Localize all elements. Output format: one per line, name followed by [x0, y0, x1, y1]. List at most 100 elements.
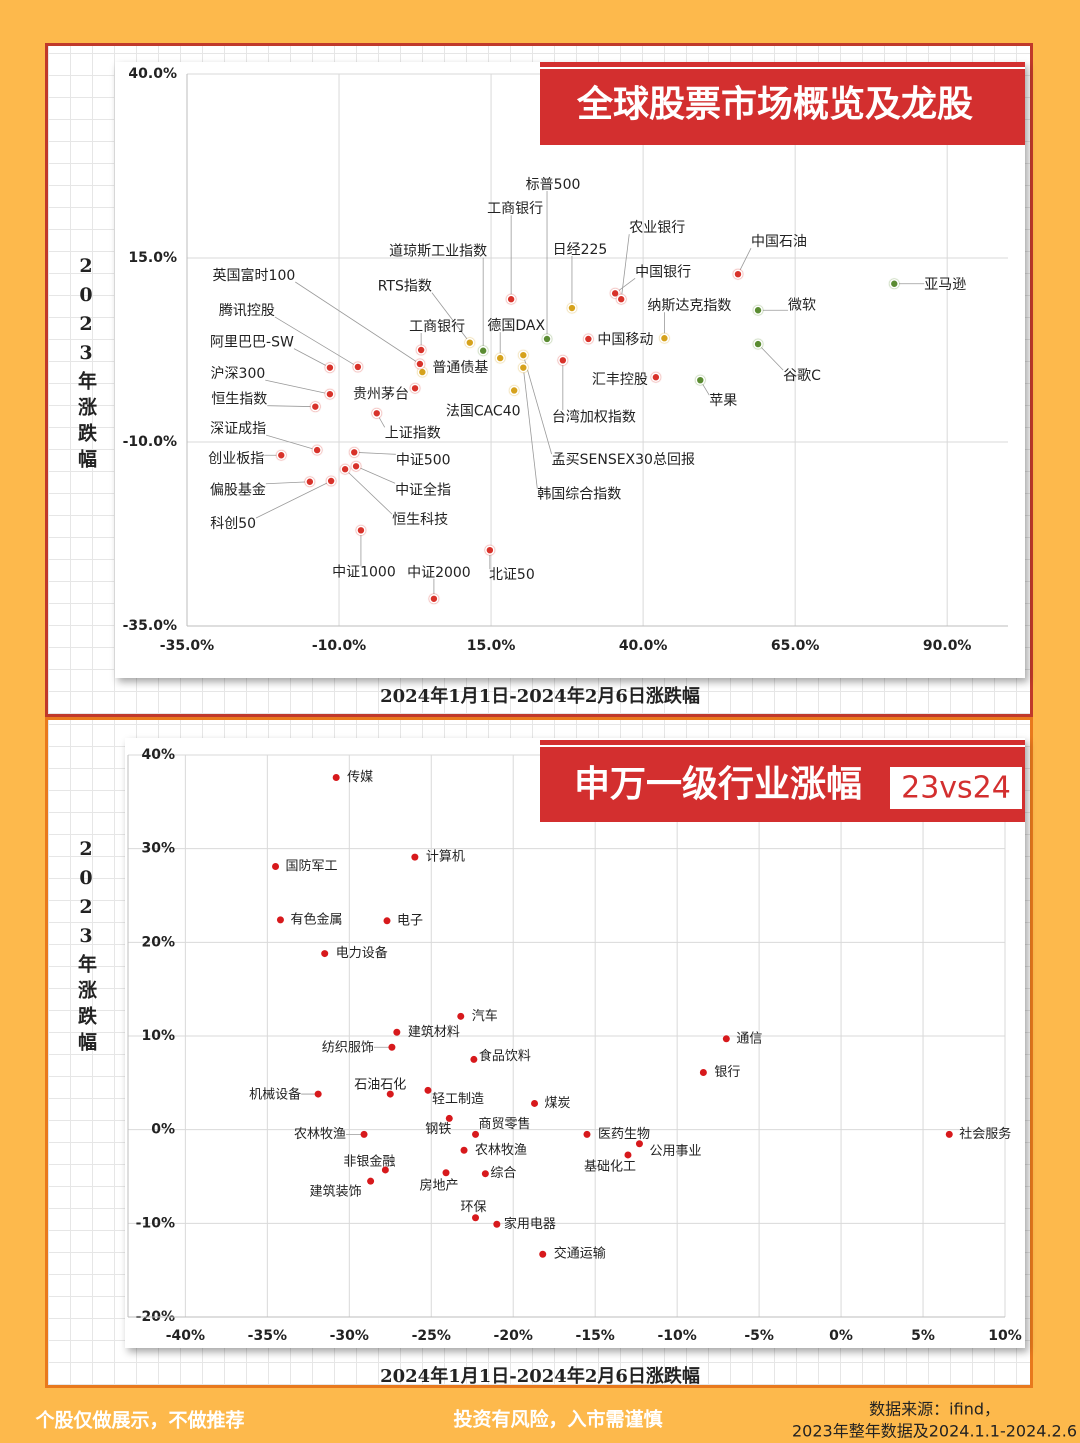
point — [478, 345, 488, 356]
point — [371, 408, 382, 419]
source-note: 2023年整年数据及2024.1.1-2024.2.6 — [792, 1422, 1077, 1441]
point-label: 家用电器 — [504, 1216, 556, 1232]
point — [753, 339, 763, 349]
point-label: 上证指数 — [385, 425, 441, 441]
x-tick-label: -5% — [744, 1328, 774, 1344]
point — [314, 1090, 322, 1098]
point-label: 纺织服饰 — [322, 1041, 374, 1056]
point — [610, 288, 620, 299]
point — [349, 447, 360, 458]
point — [457, 1012, 465, 1020]
x-tick-label: -20% — [494, 1328, 533, 1344]
point — [276, 450, 287, 461]
point — [325, 389, 335, 399]
point-label: 汽车 — [472, 1008, 498, 1024]
y-tick-label: 40% — [141, 747, 175, 763]
point — [383, 917, 391, 925]
point-label: 偏股基金 — [210, 482, 266, 499]
leader-line — [274, 316, 359, 368]
point — [388, 1043, 396, 1051]
x-tick-label: 5% — [911, 1328, 935, 1344]
leader-line — [355, 465, 396, 484]
point — [415, 359, 425, 369]
point-label: 中证2000 — [407, 565, 471, 581]
point — [583, 1130, 591, 1138]
chart-panel — [115, 62, 1025, 678]
point-label: 纳斯达克指数 — [647, 298, 731, 314]
point-label: 环保 — [461, 1200, 487, 1215]
leader-line — [267, 405, 316, 408]
leader-line — [757, 343, 784, 371]
point — [310, 401, 321, 412]
point — [659, 333, 670, 344]
point — [464, 337, 475, 348]
leader-line — [344, 468, 393, 515]
point-label: 德国DAX — [487, 318, 545, 334]
point — [616, 294, 627, 305]
point-label: 有色金属 — [290, 911, 342, 927]
y-axis-title: 2023年涨跌幅 — [75, 838, 97, 1058]
point — [558, 355, 568, 366]
point-label: 综合 — [490, 1166, 516, 1181]
point-label: 非银金融 — [343, 1153, 395, 1169]
point-label: 中国石油 — [751, 234, 807, 250]
point-label: 阿里巴巴-SW — [210, 335, 294, 351]
title-badge: 23vs24 — [901, 771, 1011, 806]
point-label: 腾讯控股 — [219, 302, 275, 319]
point — [332, 773, 340, 781]
point — [429, 593, 439, 604]
point-label: 建筑装饰 — [310, 1184, 362, 1200]
leader-line — [265, 481, 310, 485]
y-tick-label: 40.0% — [128, 66, 177, 82]
point-label: 煤炭 — [545, 1096, 571, 1111]
point-label: 商贸零售 — [479, 1116, 531, 1132]
point — [305, 476, 315, 487]
x-tick-label: 0% — [829, 1328, 853, 1344]
x-tick-label: -10% — [657, 1328, 696, 1344]
point-label: 台湾加权指数 — [552, 408, 636, 425]
x-tick-label: 90.0% — [923, 638, 972, 654]
y-tick-label: -35.0% — [123, 618, 177, 634]
point-label: 深证成指 — [210, 421, 266, 437]
point — [518, 362, 529, 373]
point-label: 中国移动 — [597, 332, 653, 348]
point-label: 传媒 — [347, 770, 373, 785]
point-label: 中国银行 — [635, 264, 691, 280]
point-label: 恒生指数 — [211, 392, 267, 408]
y-tick-label: 0% — [151, 1122, 175, 1138]
point — [531, 1099, 539, 1107]
leader-line — [293, 348, 331, 369]
point — [367, 1177, 375, 1185]
point-label: 日经225 — [553, 242, 608, 258]
leader-line — [295, 281, 421, 365]
point — [624, 1151, 632, 1159]
point — [386, 1090, 394, 1098]
point — [542, 334, 552, 344]
x-tick-label: -10.0% — [312, 638, 366, 654]
x-tick-label: -15% — [576, 1328, 615, 1344]
point — [470, 1055, 478, 1063]
source-note: 数据来源：ifind， — [869, 1400, 1000, 1419]
x-tick-label: -35% — [248, 1328, 287, 1344]
leader-line — [522, 355, 553, 455]
point — [276, 916, 284, 924]
x-tick-label: -30% — [330, 1328, 369, 1344]
chart-title: 全球股票市场概览及龙股 — [576, 83, 973, 125]
x-tick-label: 10% — [988, 1328, 1022, 1344]
point-label: 中证1000 — [332, 564, 396, 580]
point-label: 农林牧渔 — [475, 1143, 527, 1158]
point-label: RTS指数 — [378, 279, 432, 295]
point — [272, 862, 280, 870]
leader-line — [737, 248, 752, 275]
point-label: 创业板指 — [208, 451, 264, 467]
x-tick-label: 40.0% — [619, 638, 668, 654]
point — [651, 372, 661, 383]
title-banner — [540, 62, 1025, 145]
x-tick-label: 15.0% — [467, 638, 516, 654]
point — [509, 385, 519, 396]
point — [733, 269, 743, 279]
point — [567, 303, 577, 313]
point-label: 银行 — [714, 1065, 740, 1080]
point-label: 北证50 — [489, 567, 535, 583]
y-tick-label: -10% — [136, 1215, 175, 1231]
